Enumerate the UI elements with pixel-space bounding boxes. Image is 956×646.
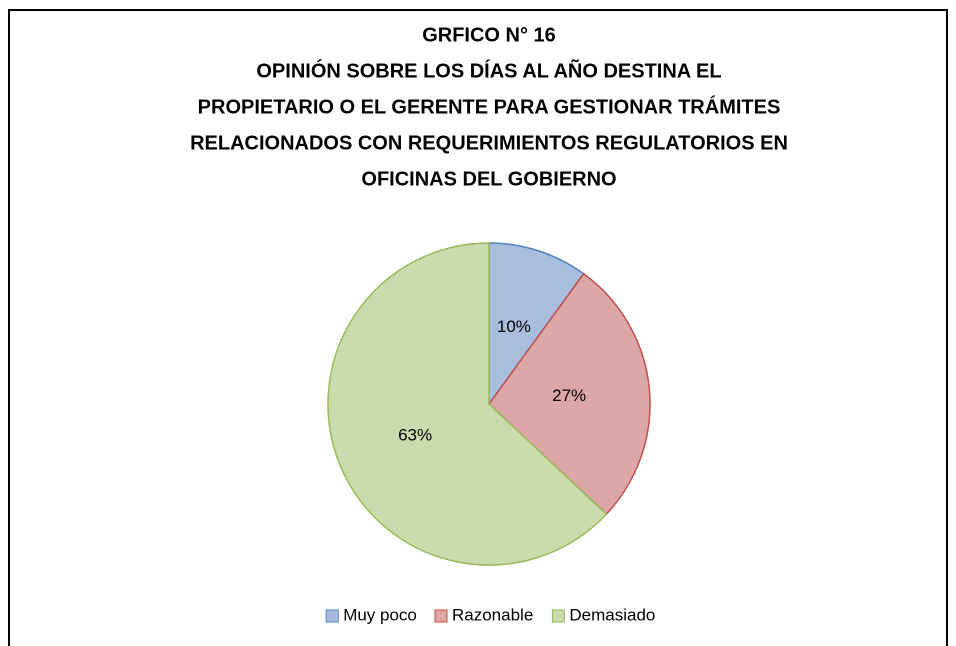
chart-title: GRFICO N° 16 [422,24,556,46]
chart-title: OFICINAS DEL GOBIERNO [361,168,616,190]
data-label: 10% [497,317,531,336]
data-label: 27% [552,386,586,405]
legend-label: Muy poco [343,605,417,624]
legend-swatch [325,609,339,623]
legend-swatch [551,609,565,623]
chart-border [8,9,948,646]
chart-title: PROPIETARIO O EL GERENTE PARA GESTIONAR … [198,95,781,118]
pie-slice [488,242,585,407]
data-label: 63% [398,425,432,444]
legend-label: Razonable [452,605,533,624]
pie-slice [488,272,651,516]
chart-title: OPINIÓN SOBRE LOS DÍAS AL AÑO DESTINA EL [256,58,721,82]
pie-slice [327,242,608,566]
legend-label: Demasiado [569,605,655,624]
chart-title: RELACIONADOS CON REQUERIMIENTOS REGULATO… [190,132,788,154]
legend-swatch [434,609,448,623]
